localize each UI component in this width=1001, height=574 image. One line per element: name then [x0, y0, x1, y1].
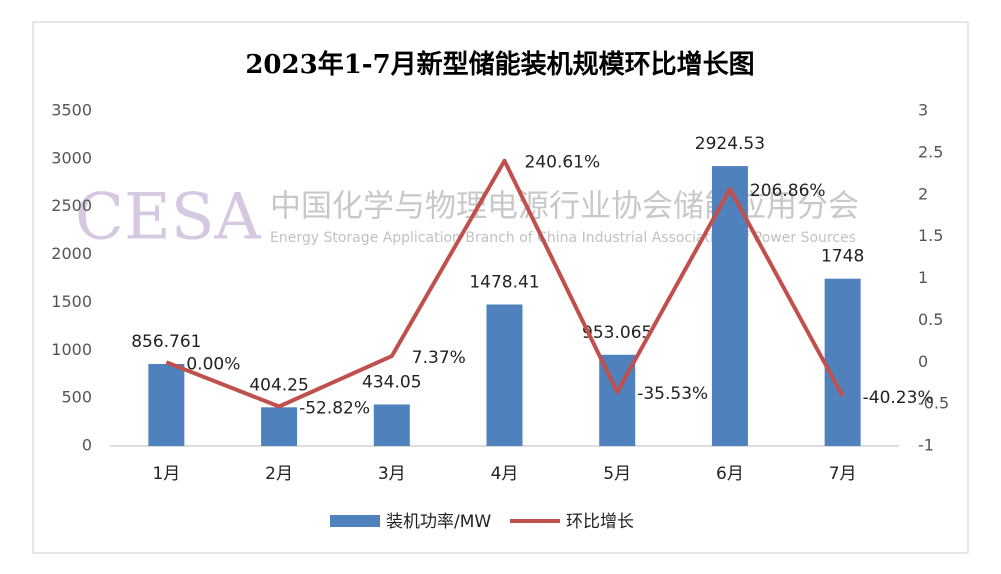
bar-value-label: 1478.41 [469, 272, 539, 292]
y-tick-label: 0 [82, 436, 92, 455]
legend-label: 环比增长 [566, 512, 634, 532]
watermark-logo: CESA [75, 181, 262, 255]
x-tick-label: 3月 [378, 464, 406, 484]
line-value-label: 206.86% [750, 181, 826, 201]
y-tick-label: 500 [61, 388, 92, 407]
legend-label: 装机功率/MW [386, 512, 491, 532]
y-tick-label: 3500 [51, 101, 92, 120]
line-value-label: 0.00% [186, 354, 240, 374]
y-tick-label: 1000 [51, 340, 92, 359]
bar [373, 404, 410, 446]
y-tick-label: 2500 [51, 196, 92, 215]
y-tick-label: 1500 [51, 292, 92, 311]
bar-value-label: 1748 [821, 247, 864, 267]
watermark-name: 中国化学与物理电源行业协会储能应用分会 [270, 189, 859, 225]
bar [824, 278, 861, 446]
watermark-name-en: Energy Storage Application Branch of Chi… [270, 230, 856, 246]
line-value-label: -52.82% [299, 398, 370, 418]
line-value-label: -35.53% [637, 384, 708, 404]
y2-tick-label: -0.5 [918, 394, 949, 413]
y2-tick-label: 3 [918, 101, 928, 120]
bar-value-label: 2924.53 [695, 134, 765, 154]
x-tick-label: 1月 [152, 464, 180, 484]
y2-tick-label: 2.5 [918, 142, 943, 161]
line-value-label: 7.37% [412, 348, 466, 368]
y2-tick-label: 1.5 [918, 226, 943, 245]
x-tick-label: 6月 [716, 464, 744, 484]
y2-tick-label: -1 [918, 436, 934, 455]
bar [148, 363, 185, 446]
x-tick-label: 7月 [829, 464, 857, 484]
x-tick-label: 2月 [265, 464, 293, 484]
legend-swatch [330, 515, 380, 527]
line-value-label: -40.23% [863, 388, 934, 408]
bar-value-label: 953.065 [582, 323, 652, 343]
y-tick-label: 3000 [51, 148, 92, 167]
line-value-label: 240.61% [525, 153, 601, 173]
bar [486, 304, 523, 446]
chart-title: 2023年1-7月新型储能装机规模环比增长图 [245, 49, 754, 80]
line [165, 158, 845, 409]
y2-tick-label: 2 [918, 184, 928, 203]
bar-value-label: 856.761 [131, 332, 201, 352]
y2-tick-label: 0.5 [918, 310, 943, 329]
x-tick-label: 5月 [603, 464, 631, 484]
x-tick-label: 4月 [491, 464, 519, 484]
bar-value-label: 434.05 [362, 372, 421, 392]
y-tick-label: 2000 [51, 244, 92, 263]
y2-tick-label: 0 [918, 352, 928, 371]
bar-value-label: 404.25 [249, 375, 308, 395]
bar [261, 407, 298, 446]
y2-tick-label: 1 [918, 268, 928, 287]
chart-frame [32, 21, 969, 554]
